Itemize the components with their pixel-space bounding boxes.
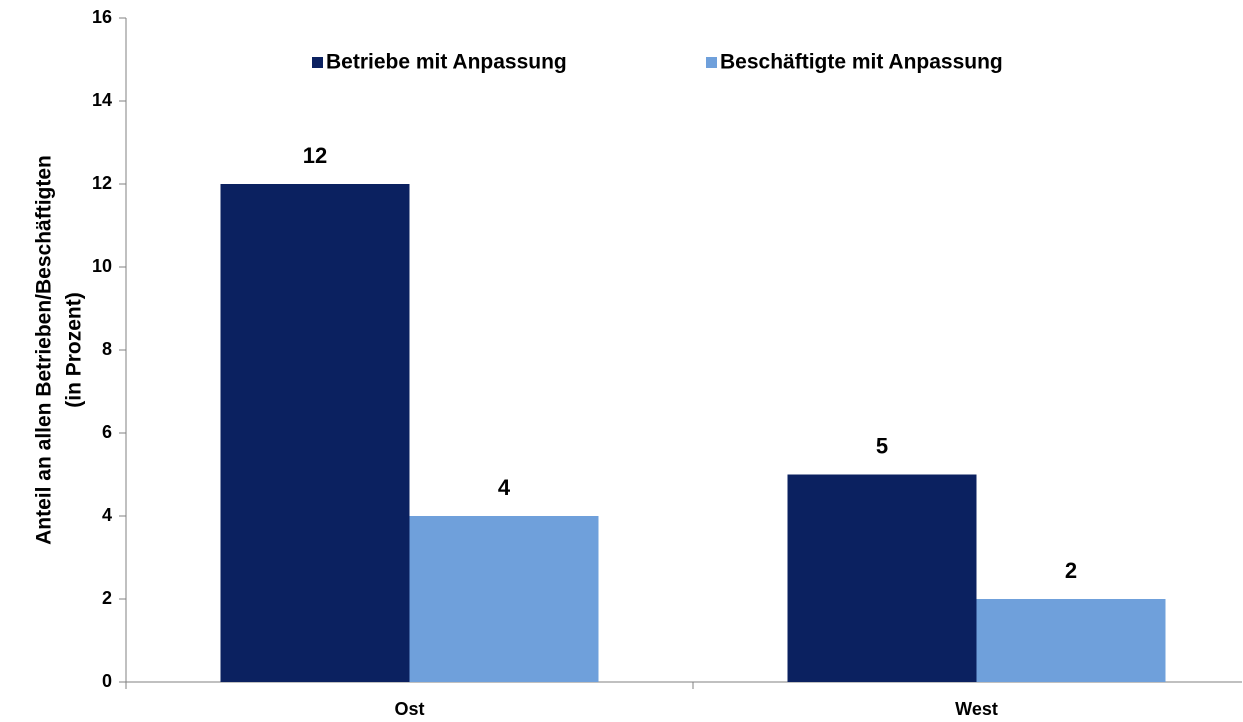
y-axis-title-line: (in Prozent) [63,292,86,408]
y-tick-label: 8 [102,339,112,359]
y-tick-label: 10 [92,256,112,276]
legend-label: Betriebe mit Anpassung [326,51,567,74]
y-tick-label: 14 [92,90,112,110]
x-tick-label: West [955,699,998,719]
legend-label: Beschäftigte mit Anpassung [720,51,1003,74]
y-axis-title-line: Anteil an allen Betrieben/Beschäftigten [33,155,56,545]
bar [409,516,599,682]
x-tick-label: Ost [394,699,424,719]
y-tick-label: 6 [102,422,112,442]
data-label: 5 [876,433,888,458]
bar [220,184,410,682]
y-axis-title: Anteil an allen Betrieben/Beschäftigten … [33,155,86,545]
y-tick-label: 12 [92,173,112,193]
y-tick-label: 2 [102,588,112,608]
data-label: 4 [498,475,511,500]
data-label: 12 [303,143,327,168]
legend-swatch [706,57,717,68]
bar [787,474,977,682]
legend-swatch [312,57,323,68]
bar [976,599,1166,682]
y-tick-label: 4 [102,505,112,525]
y-tick-label: 0 [102,671,112,691]
y-tick-label: 16 [92,7,112,27]
data-label: 2 [1065,558,1077,583]
